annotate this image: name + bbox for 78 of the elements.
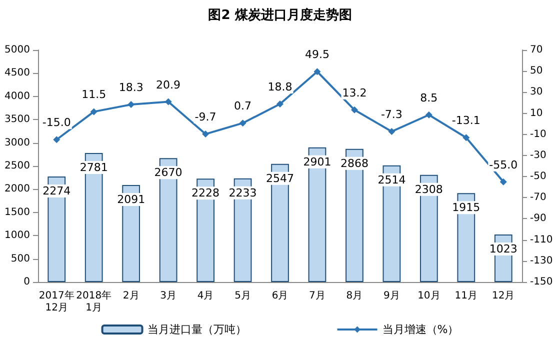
y-tick-label: 2500	[4, 160, 30, 172]
point	[239, 120, 246, 127]
y-tick-label: 2000	[4, 184, 30, 195]
x-tick-label: 3月	[160, 290, 176, 302]
data-label: 2233	[228, 186, 257, 200]
data-label: -55.0	[489, 158, 518, 172]
data-label: 2868	[340, 156, 368, 170]
data-label: 2547	[266, 172, 294, 185]
data-label: 13.2	[342, 86, 367, 100]
y2-tick-label: -30	[530, 150, 546, 161]
data-label: -7.3	[380, 108, 402, 122]
data-label: 2514	[378, 173, 406, 186]
y-tick-label: 4500	[4, 68, 30, 79]
x-tick-label: 12月	[492, 290, 515, 302]
y2-tick-label: 50	[530, 66, 543, 77]
y2-tick-label: -110	[530, 234, 553, 246]
y-tick-label: 1500	[4, 206, 30, 218]
data-label: 20.9	[156, 78, 181, 92]
data-label: 2670	[154, 166, 182, 180]
data-label: -9.7	[194, 110, 216, 124]
x-tick-label: 2017年 12月	[38, 290, 74, 314]
y-tick-label: 1000	[4, 230, 30, 242]
data-label: 49.5	[304, 48, 330, 62]
y-tick-label: 4000	[4, 90, 30, 102]
data-label: 2308	[414, 182, 443, 196]
x-tick-label: 11月	[454, 290, 478, 302]
data-label: 1023	[489, 242, 518, 256]
y-tick-label: 0	[24, 276, 30, 288]
legend-label: 当月进口量（万吨）	[147, 323, 246, 336]
x-tick-label: 2018年 1月	[76, 290, 112, 314]
point	[276, 100, 284, 108]
data-label: 0.7	[234, 100, 252, 113]
y2-tick-label: -50	[530, 171, 546, 182]
y-tick-label: 500	[10, 253, 30, 264]
x-tick-label: 4月	[197, 290, 214, 302]
point	[128, 101, 135, 108]
x-tick-label: 10月	[418, 290, 440, 302]
y2-tick-label: 10	[530, 108, 543, 119]
y-tick-label: 3500	[4, 114, 30, 126]
point	[202, 130, 210, 138]
legend-label: 当月增速（%）	[382, 323, 459, 336]
data-label: 18.3	[118, 81, 144, 94]
y2-tick-label: 30	[530, 86, 543, 98]
y2-tick-label: -130	[530, 255, 553, 266]
data-label: 2091	[117, 192, 146, 206]
x-tick-label: 7月	[309, 290, 326, 302]
point	[462, 134, 470, 142]
y2-tick-label: 70	[530, 44, 543, 56]
y2-tick-label: -150	[530, 276, 553, 288]
y2-tick-label: -70	[530, 192, 546, 204]
point	[314, 68, 321, 76]
data-label: 2901	[303, 155, 332, 168]
data-label: 2274	[42, 184, 71, 198]
x-tick-label: 5月	[234, 290, 251, 302]
point	[500, 178, 507, 186]
x-tick-label: 2月	[122, 290, 140, 302]
data-label: 2228	[192, 186, 220, 200]
point	[90, 108, 98, 116]
data-label: -15.0	[42, 116, 71, 130]
point	[388, 128, 396, 136]
data-label: 8.5	[420, 91, 438, 104]
x-tick-label: 8月	[346, 290, 363, 302]
point	[164, 98, 172, 106]
x-tick-label: 6月	[272, 290, 288, 302]
point	[350, 106, 358, 114]
data-label: 18.8	[268, 80, 292, 94]
y-tick-label: 3000	[4, 137, 30, 148]
data-label: 2781	[80, 160, 108, 174]
x-tick-label: 9月	[384, 290, 400, 302]
y2-tick-label: -10	[530, 128, 546, 140]
y2-tick-label: -90	[530, 213, 546, 224]
point	[425, 111, 432, 118]
data-label: -13.1	[452, 114, 480, 128]
chart-title: 图2 煤炭进口月度走势图	[208, 7, 352, 23]
point	[53, 136, 60, 144]
y-tick-label: 5000	[4, 44, 30, 56]
data-label: 1915	[452, 201, 480, 214]
data-label: 11.5	[82, 88, 106, 102]
